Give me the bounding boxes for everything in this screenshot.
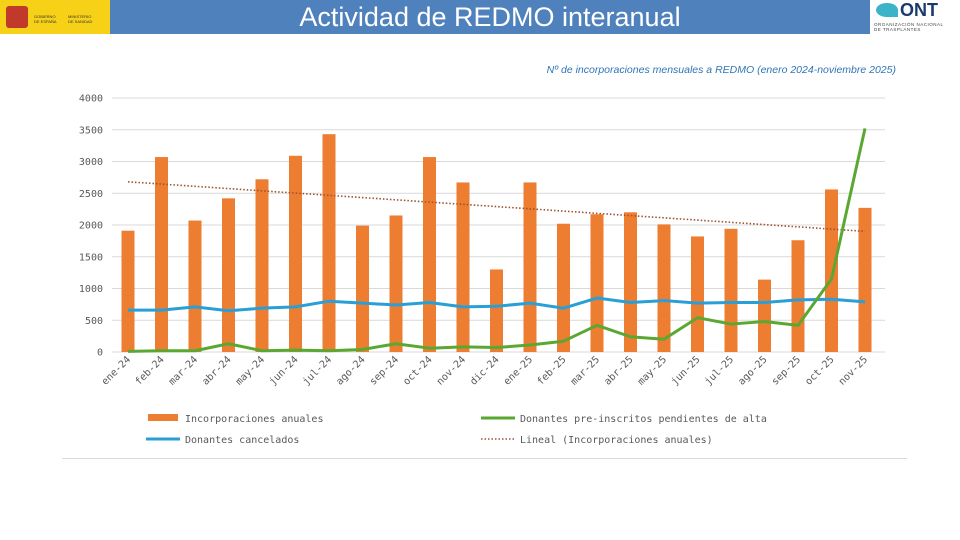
- bar: [255, 179, 269, 352]
- x-tick-label: ago-25: [736, 354, 769, 387]
- bar: [624, 212, 637, 352]
- x-tick-label: may-25: [636, 354, 669, 387]
- x-tick-label: nov-25: [837, 354, 870, 387]
- bar: [758, 279, 771, 352]
- bar: [222, 198, 235, 352]
- bar: [289, 155, 302, 352]
- y-tick-label: 1000: [79, 284, 103, 295]
- bar: [322, 134, 336, 352]
- x-tick-label: jun-25: [669, 354, 702, 387]
- x-tick-label: mar-24: [167, 354, 200, 387]
- x-tick-label: feb-24: [133, 354, 166, 387]
- x-tick-label: ene-25: [502, 354, 535, 387]
- y-tick-label: 3000: [79, 157, 103, 168]
- x-tick-label: ene-24: [100, 354, 133, 387]
- legend-swatch: [148, 414, 178, 421]
- bar: [557, 223, 570, 352]
- gobierno-logo: GOBIERNO DE ESPAÑA MINISTERIO DE SANIDAD: [0, 0, 110, 34]
- y-tick-label: 2500: [79, 189, 103, 200]
- bar: [188, 220, 202, 352]
- x-tick-label: jun-24: [267, 354, 300, 387]
- legend-label: Donantes pre-inscritos pendientes de alt…: [520, 414, 767, 425]
- bar: [155, 157, 168, 352]
- x-tick-label: feb-25: [535, 354, 568, 387]
- y-tick-label: 0: [97, 348, 103, 359]
- y-tick-label: 500: [85, 316, 103, 327]
- bar: [456, 182, 470, 352]
- x-tick-label: jul-25: [703, 354, 736, 387]
- x-tick-label: ago-24: [334, 354, 367, 387]
- y-tick-label: 4000: [79, 94, 103, 105]
- x-tick-label: oct-25: [803, 354, 836, 387]
- trendline: [127, 181, 866, 233]
- bar: [657, 224, 671, 352]
- series-line: [128, 296, 866, 313]
- bar: [389, 215, 403, 352]
- bar: [825, 189, 838, 352]
- bar: [590, 214, 604, 352]
- legend-label: Incorporaciones anuales: [185, 414, 323, 425]
- bar: [791, 240, 805, 352]
- x-tick-label: dic-24: [468, 354, 501, 387]
- x-tick-label: jul-24: [301, 354, 334, 387]
- bar: [423, 157, 436, 352]
- y-tick-label: 2000: [79, 221, 103, 232]
- y-tick-label: 3500: [79, 125, 103, 136]
- ont-logo: ONT ORGANIZACIÓN NACIONAL DE TRASPLANTES: [874, 0, 944, 32]
- bar: [356, 225, 369, 352]
- bar: [523, 182, 537, 352]
- coat-of-arms-icon: [6, 6, 28, 28]
- bar: [724, 228, 738, 352]
- x-tick-label: oct-24: [401, 354, 434, 387]
- x-tick-label: sep-24: [368, 354, 401, 387]
- bird-icon: [876, 3, 898, 17]
- chart-container: [62, 55, 907, 459]
- bar: [121, 230, 135, 352]
- bar: [490, 269, 503, 352]
- x-tick-label: abr-25: [602, 354, 635, 387]
- y-tick-label: 1500: [79, 252, 103, 263]
- x-tick-label: may-24: [234, 354, 267, 387]
- legend-label: Donantes cancelados: [185, 435, 299, 446]
- x-tick-label: abr-24: [200, 354, 233, 387]
- x-tick-label: sep-25: [770, 354, 803, 387]
- bar: [858, 207, 872, 352]
- page-title: Actividad de REDMO interanual: [110, 0, 870, 34]
- series-line: [127, 128, 867, 353]
- x-tick-label: nov-24: [435, 354, 468, 387]
- bar: [691, 236, 704, 352]
- x-tick-label: mar-25: [569, 354, 602, 387]
- chart-title: Nº de incorporaciones mensuales a REDMO …: [546, 64, 896, 76]
- legend-label: Lineal (Incorporaciones anuales): [520, 435, 713, 446]
